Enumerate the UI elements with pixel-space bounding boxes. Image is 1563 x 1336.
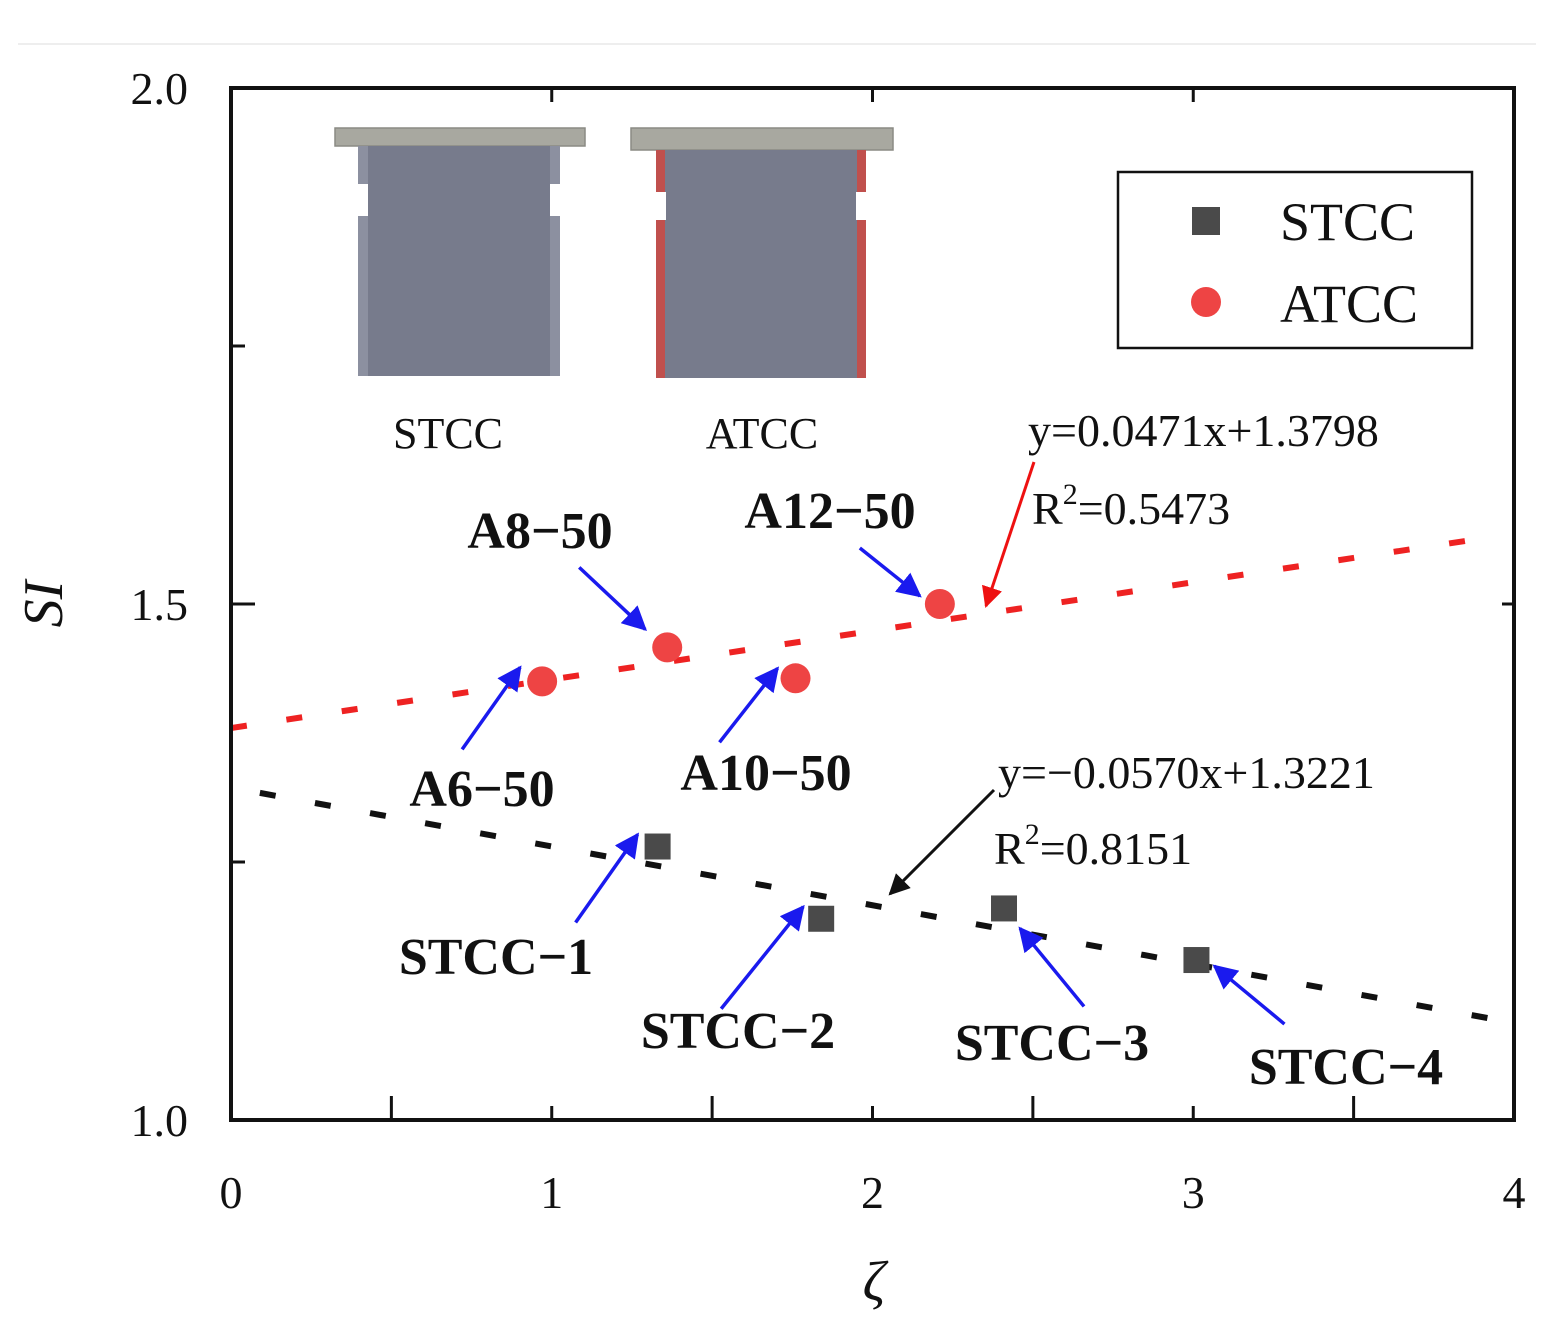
atcc-point-marker: [924, 589, 955, 619]
inset-stcc-body: [358, 146, 560, 376]
atcc-fit-r2: R2=0.5473: [1032, 478, 1230, 534]
callout-arrow: [718, 666, 780, 744]
data-markers: [527, 589, 1210, 974]
inset-stcc-tube-left: [358, 146, 368, 376]
equation-arrows: [888, 461, 1036, 896]
inset-atcc-body: [656, 150, 866, 378]
inset-stcc-cap: [334, 127, 586, 147]
callout-arrow: [1212, 964, 1286, 1026]
stcc-fit-r2: R2=0.8151: [994, 818, 1192, 874]
x-tick-label: 3: [1182, 1167, 1205, 1218]
point-callout-label: A6−50: [409, 761, 554, 818]
inset-atcc-edge-right: [857, 150, 866, 378]
legend-atcc-label: ATCC: [1280, 274, 1418, 334]
atcc-fit-equation-text: y=0.0471x+1.3798: [1028, 405, 1379, 456]
x-axis-title: ζ: [863, 1251, 889, 1313]
callout-arrow: [719, 904, 805, 1010]
stcc-fit-equation-text: y=−0.0570x+1.3221: [998, 747, 1375, 798]
inset-atcc-gap-left: [652, 192, 666, 220]
point-callout-label: STCC−4: [1249, 1039, 1443, 1096]
inset-atcc-label: ATCC: [706, 409, 818, 458]
fit-lines: [230, 536, 1505, 1025]
legend: STCC ATCC: [1116, 170, 1474, 350]
inset-atcc-gap-right: [856, 192, 870, 220]
inset-atcc: ATCC: [630, 127, 894, 458]
inset-stcc-label: STCC: [393, 409, 503, 458]
atcc-equation-arrow: [982, 461, 1036, 608]
point-callout-label: A8−50: [467, 503, 612, 560]
inset-atcc-edge-left: [656, 150, 665, 378]
legend-stcc-marker: [1192, 207, 1220, 235]
inset-stcc-tube-right: [550, 146, 560, 376]
stcc-fit-line: [259, 789, 1505, 1025]
stcc-point-marker: [644, 833, 671, 860]
x-tick-label: 1: [540, 1167, 563, 1218]
point-callout-label: STCC−2: [641, 1003, 835, 1060]
point-callout-label: A10−50: [680, 745, 851, 802]
stcc-equation-arrow: [888, 788, 996, 896]
callout-arrow: [578, 566, 648, 632]
inset-atcc-cap: [630, 127, 894, 151]
point-callout-label: STCC−1: [399, 929, 593, 986]
stcc-point-marker: [808, 905, 835, 932]
y-tick-label: 1.5: [131, 579, 189, 630]
atcc-point-marker: [652, 632, 683, 663]
y-tick-label: 1.0: [131, 1095, 189, 1146]
axis-ticks: 0 1 2 3 4 1.0 1.5 2.0: [131, 63, 1526, 1218]
callout-arrow: [1018, 926, 1086, 1008]
inset-stcc-gap-right: [550, 184, 564, 216]
callout-arrow: [858, 546, 922, 598]
y-tick-label: 2.0: [131, 63, 189, 114]
x-tick-label: 4: [1503, 1167, 1526, 1218]
stcc-point-marker: [1183, 947, 1210, 974]
atcc-fit-equation: y=0.0471x+1.3798 R2=0.5473: [1028, 405, 1379, 534]
atcc-point-marker: [527, 666, 558, 697]
atcc-point-marker: [780, 663, 811, 694]
callout-arrow: [574, 832, 640, 924]
point-callout-label: A12−50: [744, 483, 915, 540]
legend-stcc-label: STCC: [1280, 192, 1415, 252]
legend-box: [1116, 170, 1474, 350]
callout-arrow: [460, 665, 522, 751]
y-axis-title: SI: [13, 578, 75, 627]
point-callouts: A6−50 A8−50 A10−50 A12−50 STCC−1 STCC−2 STCC−3…: [399, 483, 1443, 1096]
atcc-fit-line: [230, 536, 1473, 732]
x-tick-label: 2: [861, 1167, 884, 1218]
x-tick-label: 0: [220, 1167, 243, 1218]
inset-specimens: STCC ATCC: [334, 127, 894, 458]
stcc-point-marker: [991, 895, 1018, 922]
stcc-fit-equation: y=−0.0570x+1.3221 R2=0.8151: [994, 747, 1375, 874]
point-callout-label: STCC−3: [955, 1015, 1149, 1072]
inset-stcc-gap-left: [354, 184, 368, 216]
inset-stcc: STCC: [334, 127, 586, 458]
legend-atcc-marker: [1191, 287, 1221, 317]
